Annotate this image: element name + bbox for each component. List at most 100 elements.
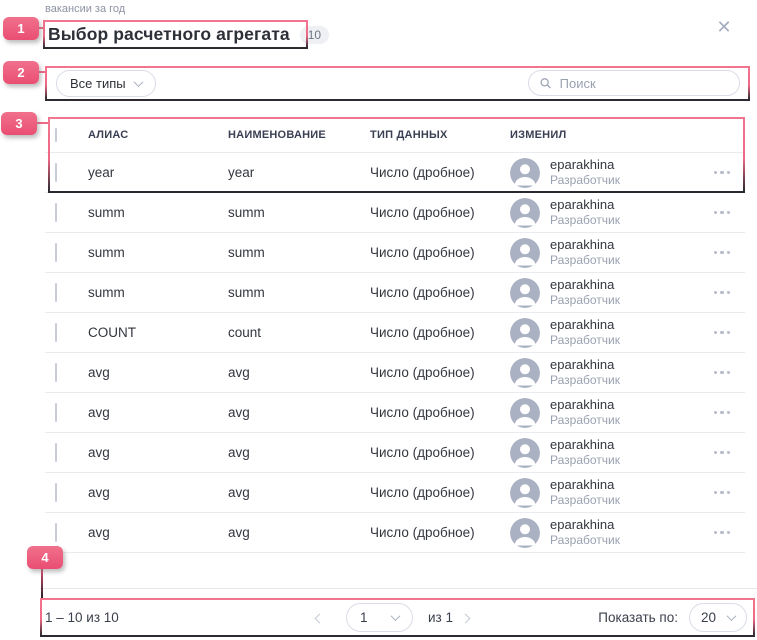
column-header-modified-by: ИЗМЕНИЛ [510, 129, 567, 141]
type-cell: Число (дробное) [370, 325, 475, 340]
current-page: 1 [360, 610, 368, 625]
modified-by-cell: eparakhina Разработчик [510, 317, 699, 348]
annotation-badge-1: 1 [3, 17, 39, 40]
row-actions-menu-icon[interactable] [699, 153, 745, 192]
row-actions-menu-icon[interactable] [699, 393, 745, 432]
type-cell: Число (дробное) [370, 405, 475, 420]
annotation-connector-2 [36, 71, 47, 73]
modified-by-cell: eparakhina Разработчик [510, 357, 699, 388]
user-avatar [510, 197, 540, 228]
annotation-connector-3 [34, 122, 50, 124]
row-checkbox[interactable] [55, 442, 57, 462]
record-count-badge: 10 [299, 25, 330, 44]
table-row[interactable]: avg avg Число (дробное) eparakhina Разра… [45, 472, 745, 512]
type-filter-dropdown[interactable]: Все типы [56, 70, 156, 97]
annotation-badge-4: 4 [27, 546, 63, 569]
table-row[interactable]: summ summ Число (дробное) eparakhina Раз… [45, 272, 745, 312]
annotation-connector-4 [41, 567, 43, 600]
row-checkbox[interactable] [55, 282, 57, 302]
dialog-header: Выбор расчетного агрегата 10 [48, 24, 330, 45]
table-row[interactable]: avg avg Число (дробное) eparakhina Разра… [45, 512, 745, 552]
row-checkbox[interactable] [55, 522, 57, 542]
user-name: eparakhina [550, 156, 615, 172]
table-body: year year Число (дробное) eparakhina Раз… [45, 152, 745, 553]
name-cell: summ [228, 205, 265, 220]
row-actions-menu-icon[interactable] [699, 313, 745, 352]
page-title: Выбор расчетного агрегата [48, 24, 290, 44]
page-size-select[interactable]: 20 [689, 603, 747, 632]
user-avatar [510, 277, 540, 308]
name-cell: avg [228, 365, 250, 380]
next-page-button[interactable] [460, 609, 471, 627]
modified-by-cell: eparakhina Разработчик [510, 197, 699, 228]
user-name: eparakhina [550, 316, 615, 332]
row-actions-menu-icon[interactable] [699, 273, 745, 312]
row-actions-menu-icon[interactable] [699, 473, 745, 512]
row-checkbox[interactable] [55, 402, 57, 422]
user-name: eparakhina [550, 356, 615, 372]
table-row[interactable]: year year Число (дробное) eparakhina Раз… [45, 152, 745, 192]
user-role: Разработчик [550, 413, 620, 428]
table-header-row: АЛИАС НАИМЕНОВАНИЕ ТИП ДАННЫХ ИЗМЕНИЛ [45, 118, 745, 152]
search-icon [540, 77, 551, 89]
row-checkbox[interactable] [55, 322, 57, 342]
type-cell: Число (дробное) [370, 245, 475, 260]
user-role: Разработчик [550, 293, 620, 308]
user-role: Разработчик [550, 493, 620, 508]
type-cell: Число (дробное) [370, 445, 475, 460]
row-checkbox[interactable] [55, 362, 57, 382]
search-input[interactable] [559, 75, 728, 91]
name-cell: avg [228, 405, 250, 420]
chevron-down-icon [133, 77, 144, 88]
annotation-badge-2: 2 [3, 61, 39, 84]
alias-cell: summ [88, 205, 125, 220]
modified-by-cell: eparakhina Разработчик [510, 437, 699, 468]
table-row[interactable]: summ summ Число (дробное) eparakhina Раз… [45, 232, 745, 272]
user-name: eparakhina [550, 396, 615, 412]
aggregates-table: АЛИАС НАИМЕНОВАНИЕ ТИП ДАННЫХ ИЗМЕНИЛ ye… [45, 118, 745, 553]
search-box[interactable] [528, 70, 740, 96]
table-row[interactable]: avg avg Число (дробное) eparakhina Разра… [45, 392, 745, 432]
row-actions-menu-icon[interactable] [699, 233, 745, 272]
chevron-down-icon [390, 611, 401, 622]
table-row[interactable]: COUNT count Число (дробное) eparakhina Р… [45, 312, 745, 352]
row-checkbox[interactable] [55, 162, 57, 182]
user-role: Разработчик [550, 213, 620, 228]
type-filter-label: Все типы [70, 76, 126, 91]
close-icon[interactable]: ✕ [716, 16, 732, 37]
type-cell: Число (дробное) [370, 165, 475, 180]
select-all-checkbox[interactable] [55, 128, 57, 142]
user-name: eparakhina [550, 276, 615, 292]
name-cell: avg [228, 445, 250, 460]
user-role: Разработчик [550, 173, 620, 188]
type-cell: Число (дробное) [370, 525, 475, 540]
user-role: Разработчик [550, 253, 620, 268]
row-actions-menu-icon[interactable] [699, 193, 745, 232]
row-checkbox[interactable] [55, 242, 57, 262]
row-checkbox[interactable] [55, 202, 57, 222]
row-actions-menu-icon[interactable] [699, 433, 745, 472]
pagination-bar: 1 – 10 из 10 1 из 1 Показать по: 20 [40, 599, 755, 636]
page-select[interactable]: 1 [346, 603, 413, 632]
prev-page-button[interactable] [314, 609, 325, 627]
context-label: вакансии за год [45, 3, 126, 15]
name-cell: summ [228, 285, 265, 300]
type-cell: Число (дробное) [370, 285, 475, 300]
name-cell: count [228, 325, 262, 340]
name-cell: avg [228, 525, 250, 540]
table-row[interactable]: avg avg Число (дробное) eparakhina Разра… [45, 432, 745, 472]
row-actions-menu-icon[interactable] [699, 353, 745, 392]
row-checkbox[interactable] [55, 482, 57, 502]
table-row[interactable]: avg avg Число (дробное) eparakhina Разра… [45, 352, 745, 392]
user-avatar [510, 157, 540, 188]
page-size-value: 20 [701, 610, 717, 625]
user-name: eparakhina [550, 196, 615, 212]
table-row[interactable]: summ summ Число (дробное) eparakhina Раз… [45, 192, 745, 232]
user-name: eparakhina [550, 516, 615, 532]
modified-by-cell: eparakhina Разработчик [510, 397, 699, 428]
user-role: Разработчик [550, 453, 620, 468]
user-avatar [510, 317, 540, 348]
row-actions-menu-icon[interactable] [699, 513, 745, 552]
user-avatar [510, 237, 540, 268]
